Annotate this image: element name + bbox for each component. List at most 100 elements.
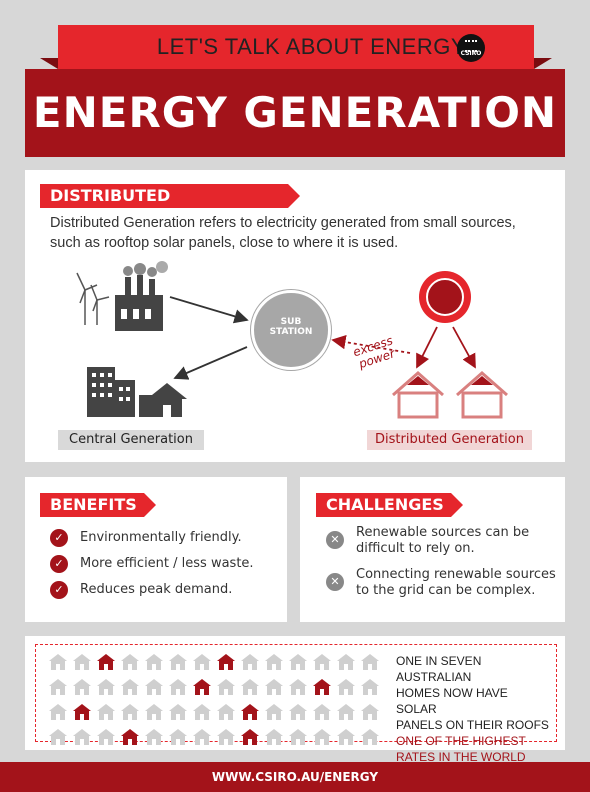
house-icon	[312, 703, 336, 724]
solar-stat-text: ONE IN SEVEN AUSTRALIAN HOMES NOW HAVE S…	[396, 653, 551, 765]
house-icon	[192, 728, 216, 749]
house-icon	[72, 728, 96, 749]
ribbon-title: LET'S TALK ABOUT ENERGY	[156, 34, 466, 59]
house-icon	[192, 653, 216, 674]
house-icon	[240, 653, 264, 674]
house-icon	[216, 678, 240, 699]
house-icon	[168, 678, 192, 699]
house-icon	[96, 678, 120, 699]
house-icon	[144, 678, 168, 699]
stat-line: HOMES NOW HAVE SOLAR	[396, 686, 508, 716]
solar-house-icon	[120, 728, 144, 749]
house-icon	[120, 678, 144, 699]
house-icon	[144, 703, 168, 724]
benefit-text: More efficient / less waste.	[80, 556, 254, 571]
header-band	[25, 69, 565, 157]
house-icon	[48, 728, 72, 749]
check-icon: ✓	[50, 529, 68, 547]
house-icon	[264, 703, 288, 724]
house-icon	[264, 728, 288, 749]
challenges-heading: CHALLENGES	[316, 493, 463, 517]
house-icon	[312, 728, 336, 749]
cross-icon: ✕	[326, 531, 344, 549]
house-icon	[96, 728, 120, 749]
house-icon	[168, 728, 192, 749]
check-icon: ✓	[50, 555, 68, 573]
top-ribbon	[58, 25, 534, 69]
csiro-logo: CSIRO	[457, 34, 485, 62]
logo-text: CSIRO	[460, 50, 482, 57]
stat-line: ONE IN SEVEN AUSTRALIAN	[396, 654, 482, 684]
house-icon	[288, 728, 312, 749]
house-icon	[264, 653, 288, 674]
house-icon	[144, 653, 168, 674]
benefits-heading: BENEFITS	[40, 493, 156, 517]
generation-diagram	[76, 261, 508, 419]
substation-circle: SUB STATION	[251, 290, 331, 370]
wind-turbine-icon	[76, 272, 110, 325]
house-icon	[96, 703, 120, 724]
list-item: ✕ Renewable sources can be difficult to r…	[326, 525, 556, 557]
house-grid	[48, 653, 388, 749]
challenges-list: ✕ Renewable sources can be difficult to r…	[326, 525, 556, 609]
solar-house-icon	[240, 703, 264, 724]
house-icon	[360, 728, 384, 749]
house-icon	[120, 703, 144, 724]
house-icon	[48, 678, 72, 699]
house-icon	[360, 703, 384, 724]
house-icon	[48, 653, 72, 674]
distributed-generation-caption: Distributed Generation	[367, 430, 532, 450]
stat-line-highlight: RATES IN THE WORLD	[396, 750, 526, 764]
house-icon	[288, 703, 312, 724]
benefit-text: Environmentally friendly.	[80, 530, 242, 545]
distributed-generation-description: Distributed Generation refers to electri…	[50, 215, 516, 251]
solar-house-icon	[392, 371, 508, 419]
list-item: ✓ Environmentally friendly.	[50, 528, 280, 554]
ribbon-fold-right	[534, 58, 552, 69]
house-icon	[288, 678, 312, 699]
list-item: ✓ More efficient / less waste.	[50, 554, 280, 580]
house-icon	[168, 653, 192, 674]
house-icon	[147, 383, 187, 417]
solar-house-icon	[216, 653, 240, 674]
ribbon-fold-left	[40, 58, 58, 69]
benefits-list: ✓ Environmentally friendly. ✓ More efficie…	[50, 528, 280, 606]
house-icon	[360, 678, 384, 699]
sun-icon	[419, 271, 471, 323]
house-icon	[192, 703, 216, 724]
challenge-text: Connecting renewable sources to the grid…	[356, 567, 556, 598]
stat-line-highlight: ONE OF THE HIGHEST	[396, 734, 526, 748]
house-icon	[288, 653, 312, 674]
house-icon	[72, 653, 96, 674]
factory-icon	[115, 261, 168, 331]
footer-band	[0, 762, 590, 792]
solar-house-icon	[240, 728, 264, 749]
house-icon	[120, 653, 144, 674]
house-icon	[144, 728, 168, 749]
benefit-text: Reduces peak demand.	[80, 582, 233, 597]
solar-house-icon	[72, 703, 96, 724]
house-icon	[240, 678, 264, 699]
house-icon	[216, 703, 240, 724]
solar-house-icon	[192, 678, 216, 699]
house-icon	[168, 703, 192, 724]
substation-label-2: STATION	[269, 327, 313, 337]
central-generation-caption: Central Generation	[58, 430, 204, 450]
distributed-generation-heading: DISTRIBUTED GENERATION	[40, 184, 300, 229]
list-item: ✓ Reduces peak demand.	[50, 580, 280, 606]
challenge-text: Renewable sources can be difficult to re…	[356, 525, 530, 556]
house-icon	[336, 678, 360, 699]
house-icon	[336, 653, 360, 674]
stat-line: PANELS ON THEIR ROOFS	[396, 718, 549, 732]
solar-house-icon	[96, 653, 120, 674]
city-buildings-icon	[87, 367, 153, 417]
list-item: ✕ Connecting renewable sources to the gri…	[326, 567, 556, 599]
house-icon	[312, 653, 336, 674]
page-title: ENERGY GENERATION	[32, 88, 558, 137]
house-icon	[336, 728, 360, 749]
house-icon	[72, 678, 96, 699]
house-icon	[264, 678, 288, 699]
cross-icon: ✕	[326, 573, 344, 591]
footer-url[interactable]: WWW.CSIRO.AU/ENERGY	[211, 770, 379, 784]
substation-label-1: SUB	[280, 317, 302, 327]
